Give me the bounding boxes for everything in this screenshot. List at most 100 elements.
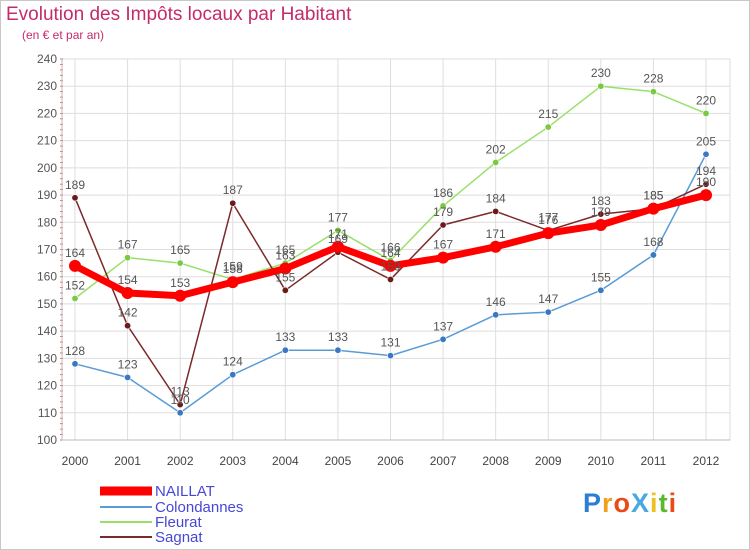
data-point-fleurat — [649, 88, 657, 96]
data-point-colondannes — [176, 409, 184, 417]
data-label-naillat: 167 — [433, 238, 453, 252]
data-point-colondannes — [492, 311, 500, 319]
data-point-fleurat — [439, 202, 447, 210]
data-label-fleurat: 186 — [433, 186, 453, 200]
data-label-colondannes: 124 — [223, 355, 243, 369]
logo-letter: i — [668, 488, 678, 518]
data-point-fleurat — [334, 226, 342, 234]
data-label-sagnat: 187 — [223, 183, 243, 197]
data-label-sagnat: 184 — [486, 191, 506, 205]
data-label-naillat: 163 — [275, 249, 295, 263]
data-label-colondannes: 137 — [433, 319, 453, 333]
data-point-colondannes — [334, 346, 342, 354]
data-label-colondannes: 133 — [328, 330, 348, 344]
data-label-fleurat: 177 — [328, 210, 348, 224]
data-label-naillat: 185 — [643, 189, 663, 203]
data-label-fleurat: 167 — [118, 238, 138, 252]
logo-letter: i — [650, 488, 659, 518]
data-point-sagnat — [386, 275, 394, 283]
data-label-sagnat: 177 — [538, 210, 558, 224]
data-point-naillat — [437, 251, 450, 264]
data-label-colondannes: 131 — [380, 336, 400, 350]
data-point-fleurat — [124, 254, 132, 262]
x-tick-label: 2001 — [114, 454, 141, 468]
data-label-naillat: 171 — [486, 227, 506, 241]
data-point-naillat — [700, 189, 712, 202]
series-layer — [69, 82, 712, 417]
grid-layer — [61, 58, 731, 441]
x-tick-label: 2005 — [325, 454, 352, 468]
data-point-colondannes — [71, 360, 79, 368]
data-label-naillat: 190 — [696, 175, 716, 189]
x-tick-label: 2006 — [377, 454, 404, 468]
data-point-sagnat — [702, 180, 710, 188]
data-point-sagnat — [71, 194, 79, 202]
chart-subtitle: (en € et par an) — [22, 28, 105, 42]
data-point-fleurat — [176, 259, 184, 267]
data-label-sagnat: 142 — [118, 306, 138, 320]
data-label-fleurat: 215 — [538, 107, 558, 121]
y-tick-label: 100 — [37, 433, 57, 447]
data-point-naillat — [331, 240, 344, 253]
data-point-colondannes — [281, 346, 289, 354]
data-label-naillat: 164 — [380, 246, 400, 260]
data-point-colondannes — [544, 308, 552, 316]
legend-label-colondannes: Colondannes — [155, 499, 244, 516]
data-label-sagnat: 185 — [643, 189, 663, 203]
data-point-colondannes — [649, 251, 657, 259]
y-tick-label: 130 — [37, 351, 57, 365]
x-tick-label: 2009 — [535, 454, 562, 468]
data-label-sagnat: 159 — [380, 259, 400, 273]
data-point-colondannes — [386, 352, 394, 360]
legend-label-sagnat: Sagnat — [155, 529, 203, 546]
logo-letter: X — [631, 488, 651, 518]
y-tick-label: 160 — [37, 270, 57, 284]
data-point-sagnat — [124, 322, 132, 330]
data-point-fleurat — [597, 82, 605, 90]
data-point-fleurat — [71, 294, 79, 302]
y-tick-label: 220 — [37, 106, 57, 120]
logo-letter: o — [613, 488, 632, 518]
logo-letter: t — [658, 488, 669, 518]
data-label-naillat: 171 — [328, 227, 348, 241]
chart-title: Evolution des Impôts locaux par Habitant — [6, 4, 352, 25]
data-label-sagnat: 155 — [275, 270, 295, 284]
y-tick-label: 190 — [37, 188, 57, 202]
data-point-fleurat — [492, 158, 500, 166]
data-point-naillat — [121, 287, 134, 300]
data-label-colondannes: 128 — [65, 344, 85, 358]
data-point-colondannes — [439, 335, 447, 343]
data-label-fleurat: 152 — [65, 278, 85, 292]
proxiti-logo: ProXiti — [583, 488, 677, 519]
data-point-sagnat — [597, 210, 605, 218]
data-point-naillat — [384, 259, 397, 272]
data-point-naillat — [69, 259, 81, 272]
data-label-fleurat: 165 — [275, 243, 295, 257]
data-point-fleurat — [544, 123, 552, 131]
x-tick-label: 2000 — [62, 454, 89, 468]
x-tick-label: 2011 — [641, 454, 667, 468]
data-label-fleurat: 228 — [643, 72, 663, 86]
data-point-colondannes — [597, 286, 605, 294]
data-point-sagnat — [492, 207, 500, 215]
y-tick-label: 150 — [37, 297, 57, 311]
data-label-naillat: 176 — [538, 213, 558, 227]
x-tick-label: 2010 — [587, 454, 614, 468]
y-tick-label: 240 — [37, 52, 57, 66]
logo-letter: r — [602, 488, 614, 518]
x-tick-label: 2007 — [430, 454, 457, 468]
data-point-sagnat — [229, 199, 237, 207]
y-tick-label: 180 — [37, 215, 57, 229]
data-label-colondannes: 123 — [118, 357, 138, 371]
data-label-fleurat: 202 — [486, 142, 506, 156]
y-tick-label: 120 — [37, 379, 57, 393]
data-label-sagnat: 179 — [433, 205, 453, 219]
legend-layer — [100, 486, 152, 538]
data-point-naillat — [279, 262, 292, 275]
data-label-colondannes: 168 — [643, 235, 663, 249]
data-label-sagnat: 189 — [65, 178, 85, 192]
y-tick-label: 200 — [37, 161, 57, 175]
data-point-naillat — [226, 276, 239, 289]
